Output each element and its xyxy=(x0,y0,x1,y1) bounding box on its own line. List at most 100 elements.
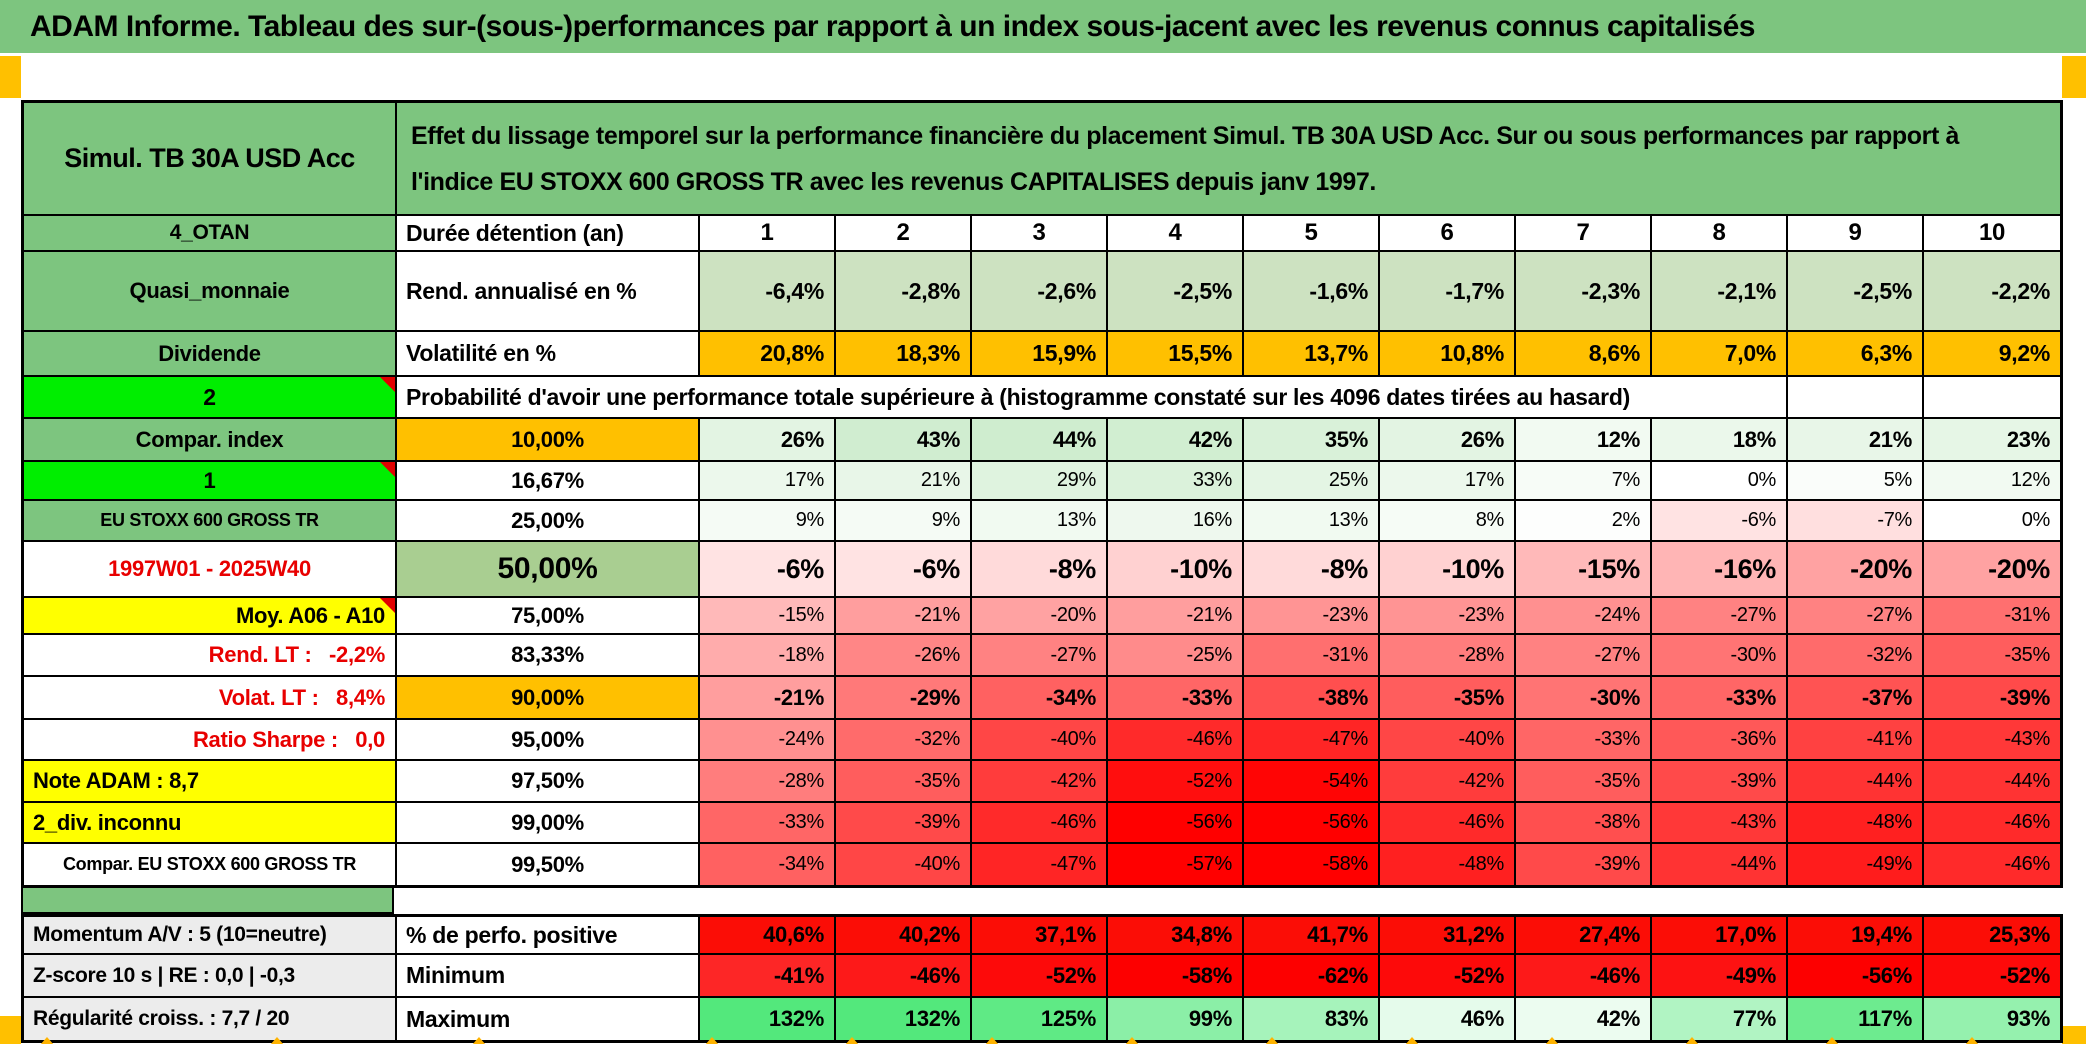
probability-cell[interactable]: -20% xyxy=(1924,542,2060,596)
summary-label[interactable]: Momentum A/V : 5 (10=neutre) xyxy=(24,917,397,953)
probability-cell[interactable]: 2% xyxy=(1516,501,1652,540)
probability-cell[interactable]: -35% xyxy=(836,761,972,801)
summary-cell[interactable]: 40,2% xyxy=(836,917,972,953)
duration-cell[interactable]: 4 xyxy=(1108,216,1244,250)
probability-cell[interactable]: 17% xyxy=(1380,462,1516,499)
probability-cell[interactable]: -21% xyxy=(836,598,972,633)
probability-cell[interactable]: 13% xyxy=(1244,501,1380,540)
row-label[interactable]: Rend. LT : -2,2% xyxy=(24,635,397,675)
probability-cell[interactable]: 35% xyxy=(1244,419,1380,460)
summary-cell[interactable]: 19,4% xyxy=(1788,917,1924,953)
probability-cell[interactable]: -39% xyxy=(1516,844,1652,885)
probability-cell[interactable]: -27% xyxy=(1788,598,1924,633)
probability-cell[interactable]: 33% xyxy=(1108,462,1244,499)
probability-cell[interactable]: -35% xyxy=(1924,635,2060,675)
threshold-cell[interactable]: 83,33% xyxy=(397,635,700,675)
return-cell[interactable]: -2,1% xyxy=(1652,252,1788,330)
summary-cell[interactable]: -52% xyxy=(1380,955,1516,996)
probability-cell[interactable]: -29% xyxy=(836,677,972,718)
probability-cell[interactable]: -47% xyxy=(972,844,1108,885)
probability-cell[interactable]: -41% xyxy=(1788,720,1924,759)
probability-cell[interactable]: -46% xyxy=(972,803,1108,842)
probability-cell[interactable]: -27% xyxy=(1516,635,1652,675)
volatility-cell[interactable]: 8,6% xyxy=(1516,332,1652,375)
volatility-cell[interactable]: 20,8% xyxy=(700,332,836,375)
summary-cell[interactable]: -56% xyxy=(1788,955,1924,996)
probability-cell[interactable]: -46% xyxy=(1924,844,2060,885)
duration-cell[interactable]: 1 xyxy=(700,216,836,250)
summary-cell[interactable]: 132% xyxy=(700,998,836,1040)
metric-label[interactable]: Volatilité en % xyxy=(397,332,700,375)
return-cell[interactable]: -1,6% xyxy=(1244,252,1380,330)
threshold-cell[interactable]: 90,00% xyxy=(397,677,700,718)
probability-cell[interactable]: -44% xyxy=(1652,844,1788,885)
probability-cell[interactable]: -36% xyxy=(1652,720,1788,759)
probability-cell[interactable]: -31% xyxy=(1924,598,2060,633)
metric-label[interactable]: Durée détention (an) xyxy=(397,216,700,250)
probability-cell[interactable]: -52% xyxy=(1108,761,1244,801)
row-label[interactable]: 2_div. inconnu xyxy=(24,803,397,842)
probability-cell[interactable]: 43% xyxy=(836,419,972,460)
summary-cell[interactable]: 17,0% xyxy=(1652,917,1788,953)
volatility-cell[interactable]: 15,5% xyxy=(1108,332,1244,375)
probability-cell[interactable]: -40% xyxy=(1380,720,1516,759)
probability-cell[interactable]: -24% xyxy=(1516,598,1652,633)
probability-cell[interactable]: -23% xyxy=(1380,598,1516,633)
product-name-cell[interactable]: Simul. TB 30A USD Acc xyxy=(24,103,397,214)
probability-cell[interactable]: -35% xyxy=(1380,677,1516,718)
volatility-cell[interactable]: 18,3% xyxy=(836,332,972,375)
probability-cell[interactable]: -38% xyxy=(1244,677,1380,718)
probability-cell[interactable]: -25% xyxy=(1108,635,1244,675)
row-label[interactable]: Compar. EU STOXX 600 GROSS TR xyxy=(24,844,397,885)
empty-cell[interactable] xyxy=(1924,377,2060,417)
probability-cell[interactable]: -20% xyxy=(972,598,1108,633)
duration-cell[interactable]: 8 xyxy=(1652,216,1788,250)
probability-cell[interactable]: 44% xyxy=(972,419,1108,460)
probability-cell[interactable]: -35% xyxy=(1516,761,1652,801)
probability-cell[interactable]: -46% xyxy=(1924,803,2060,842)
summary-cell[interactable]: -46% xyxy=(836,955,972,996)
threshold-cell[interactable]: 99,00% xyxy=(397,803,700,842)
summary-metric-label[interactable]: % de perfo. positive xyxy=(397,917,700,953)
probability-cell[interactable]: 17% xyxy=(700,462,836,499)
probability-cell[interactable]: -56% xyxy=(1244,803,1380,842)
summary-cell[interactable]: 46% xyxy=(1380,998,1516,1040)
summary-cell[interactable]: 132% xyxy=(836,998,972,1040)
probability-cell[interactable]: -57% xyxy=(1108,844,1244,885)
row-label[interactable]: Quasi_monnaie xyxy=(24,252,397,330)
probability-cell[interactable]: -44% xyxy=(1924,761,2060,801)
volatility-cell[interactable]: 6,3% xyxy=(1788,332,1924,375)
probability-cell[interactable]: 12% xyxy=(1924,462,2060,499)
probability-cell[interactable]: 29% xyxy=(972,462,1108,499)
probability-cell[interactable]: 0% xyxy=(1652,462,1788,499)
probability-cell[interactable]: -40% xyxy=(972,720,1108,759)
duration-cell[interactable]: 10 xyxy=(1924,216,2060,250)
probability-cell[interactable]: -20% xyxy=(1788,542,1924,596)
probability-cell[interactable]: -6% xyxy=(700,542,836,596)
probability-cell[interactable]: 16% xyxy=(1108,501,1244,540)
duration-cell[interactable]: 5 xyxy=(1244,216,1380,250)
return-cell[interactable]: -6,4% xyxy=(700,252,836,330)
threshold-cell[interactable]: 97,50% xyxy=(397,761,700,801)
probability-cell[interactable]: -42% xyxy=(1380,761,1516,801)
probability-cell[interactable]: -38% xyxy=(1516,803,1652,842)
volatility-cell[interactable]: 13,7% xyxy=(1244,332,1380,375)
table-description-cell[interactable]: Effet du lissage temporel sur la perform… xyxy=(397,103,2060,214)
row-label[interactable]: Moy. A06 - A10 xyxy=(24,598,397,633)
probability-cell[interactable]: -33% xyxy=(1652,677,1788,718)
probability-cell[interactable]: 12% xyxy=(1516,419,1652,460)
probability-cell[interactable]: -21% xyxy=(1108,598,1244,633)
probability-title-cell[interactable]: Probabilité d'avoir une performance tota… xyxy=(397,377,1788,417)
volatility-cell[interactable]: 10,8% xyxy=(1380,332,1516,375)
return-cell[interactable]: -2,5% xyxy=(1788,252,1924,330)
summary-cell[interactable]: -58% xyxy=(1108,955,1244,996)
summary-cell[interactable]: 25,3% xyxy=(1924,917,2060,953)
summary-cell[interactable]: 125% xyxy=(972,998,1108,1040)
summary-cell[interactable]: -46% xyxy=(1516,955,1652,996)
summary-cell[interactable]: 83% xyxy=(1244,998,1380,1040)
probability-cell[interactable]: -48% xyxy=(1788,803,1924,842)
duration-cell[interactable]: 7 xyxy=(1516,216,1652,250)
row-label[interactable]: 4_OTAN xyxy=(24,216,397,250)
summary-cell[interactable]: 117% xyxy=(1788,998,1924,1040)
empty-cell[interactable] xyxy=(1788,377,1924,417)
